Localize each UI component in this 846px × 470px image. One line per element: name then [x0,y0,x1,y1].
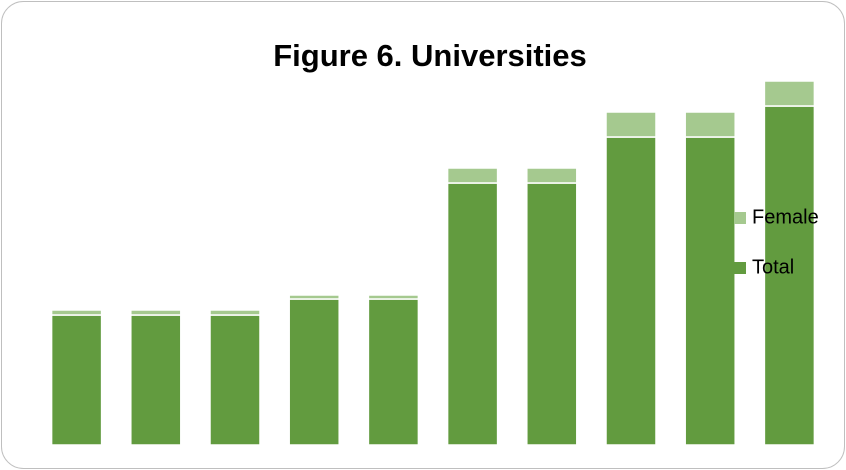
bar-segment [605,136,657,446]
bar-segment [763,105,816,446]
bar-segment [367,298,420,446]
bar-segment [763,80,816,107]
bar-segment [367,294,420,300]
legend-label: Female [752,206,819,228]
bar-segment [526,182,578,446]
bar-segment [50,314,103,446]
bar-segment [446,182,499,446]
bar-segment [605,111,657,138]
legend-swatch [734,262,746,274]
bar-segment [288,298,340,446]
bar-segment [209,309,261,316]
bar-segment [130,314,182,446]
bar-segment [684,111,736,138]
legend-label: Total [752,256,794,278]
legend-swatch [734,212,746,224]
bar-segment [130,309,182,316]
bar-segment [446,167,499,184]
bar-segment [288,294,340,300]
bar-segment [526,167,578,184]
bar-segment [209,314,261,446]
chart-title: Figure 6. Universities [273,38,587,73]
bar-segment [50,309,103,316]
bar-segment [684,136,736,446]
